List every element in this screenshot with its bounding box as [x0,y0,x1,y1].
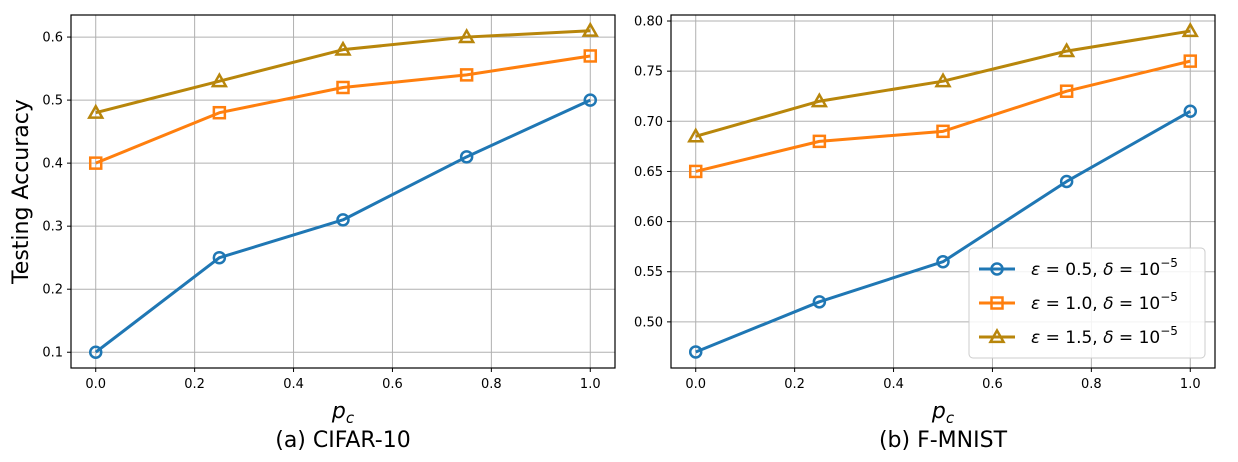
x-tick-label: 0.6 [982,377,1003,392]
data-point-series-3 [934,72,952,88]
data-point-series-3 [1057,42,1076,58]
series-line-1 [695,109,1192,354]
y-tick-label: 0.1 [42,346,63,361]
y-tick-label: 0.3 [42,220,63,235]
x-tick-label: 0.6 [382,377,403,392]
x-tick-label: 0.2 [784,377,805,392]
data-point-series-2 [688,164,703,179]
x-tick-label: 0.0 [685,377,706,392]
y-tick-label: 0.60 [634,215,663,230]
data-point-series-3 [334,40,352,56]
x-axis-label: pc [331,399,355,427]
data-point-series-1 [336,213,350,227]
subplot-caption: (a) CIFAR-10 [275,428,411,453]
data-point-series-1 [688,345,703,359]
legend: ε = 0.5, δ = 10−5 ε = 1.0, δ = 10−5 ε = 1.… [968,247,1206,359]
legend-marker-1 [990,262,1004,276]
data-point-series-1 [459,150,474,164]
y-tick-label: 0.5 [42,94,63,109]
y-tick-label: 0.75 [634,65,663,80]
x-axis-label: pc [931,399,955,427]
data-point-series-3 [1181,22,1199,38]
data-point-series-2 [212,105,227,120]
data-point-series-3 [810,92,829,108]
x-tick-label: 0.8 [481,377,502,392]
series-line-2 [695,59,1191,173]
y-tick-label: 0.2 [42,283,63,298]
series-line-3 [695,29,1191,138]
data-point-series-1 [1183,104,1198,119]
x-tick-label: 0.8 [1081,377,1102,392]
y-tick-label: 0.80 [634,15,663,30]
y-tick-label: 0.4 [42,157,63,172]
series-line-1 [94,98,591,354]
data-point-series-1 [1059,174,1074,189]
data-point-series-2 [936,124,950,139]
data-point-series-1 [88,345,103,359]
data-point-series-2 [459,68,474,82]
data-point-series-1 [583,93,598,107]
data-point-series-2 [812,134,827,149]
data-point-series-2 [1183,54,1198,68]
series-line-3 [95,29,591,115]
plot-frame [70,14,616,369]
data-point-series-3 [457,28,476,44]
data-point-series-2 [336,80,350,95]
chart-panel-cifar10: 0.0 0.2 0.4 0.6 0.8 1.0 0.1 0.2 0.3 0.4 0.5 0.6 pc(a… [9,14,616,453]
legend-label-3: ε = 1.5, δ = 10−5 [1031,324,1178,348]
data-point-series-3 [581,21,599,37]
x-tick-label: 1.0 [1180,377,1201,392]
data-point-series-2 [583,49,598,63]
legend-box [968,247,1206,359]
data-point-series-3 [87,103,105,119]
data-point-series-1 [812,295,827,309]
data-point-series-1 [936,254,950,269]
legend-marker-2 [990,296,1004,310]
data-point-series-3 [210,72,229,88]
data-point-series-2 [1059,84,1074,98]
y-axis-label: Testing Accuracy [9,99,34,285]
legend-label-1: ε = 0.5, δ = 10−5 [1031,256,1178,280]
data-point-series-2 [88,156,103,170]
y-tick-label: 0.65 [634,165,663,180]
x-tick-label: 0.4 [283,377,304,392]
subplot-caption: (b) F-MNIST [879,428,1008,453]
chart-panel-fmnist: 0.0 0.2 0.4 0.6 0.8 1.0 0.50 0.55 0.60 0.65 0.70 0.… [634,14,1216,453]
y-tick-label: 0.55 [634,265,663,280]
y-tick-label: 0.50 [634,315,663,330]
plot-frame [670,14,1216,369]
x-tick-label: 0.4 [883,377,904,392]
data-point-series-3 [687,127,705,143]
y-tick-label: 0.6 [42,31,63,46]
legend-marker-3 [988,327,1006,344]
x-tick-label: 0.2 [184,377,205,392]
y-tick-label: 0.70 [634,115,663,130]
data-point-series-1 [212,250,227,265]
x-tick-label: 0.0 [85,377,106,392]
legend-label-2: ε = 1.0, δ = 10−5 [1031,290,1178,314]
x-tick-label: 1.0 [580,377,601,392]
series-line-2 [95,54,591,165]
